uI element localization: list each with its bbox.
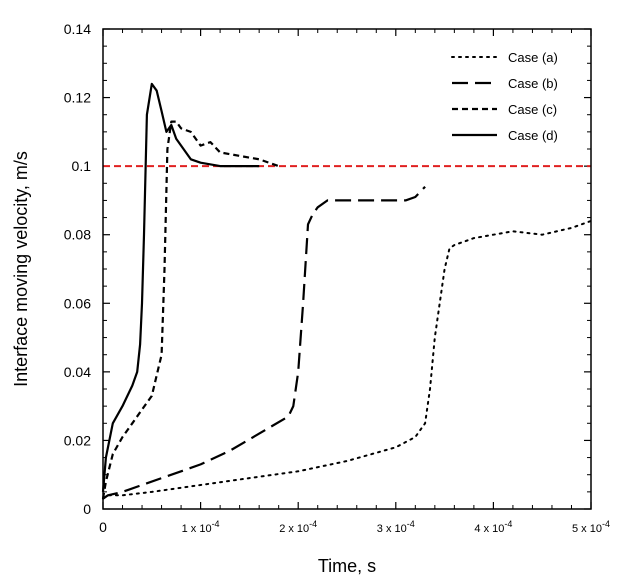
y-tick-label: 0.04 bbox=[64, 364, 91, 380]
x-tick-label: 1 x 10-4 bbox=[182, 519, 220, 535]
y-tick-label: 0.02 bbox=[64, 432, 91, 448]
series-layer bbox=[101, 82, 592, 500]
x-tick-label: 2 x 10-4 bbox=[279, 519, 317, 535]
legend-label-b: Case (b) bbox=[508, 76, 558, 91]
y-tick-label: 0.14 bbox=[64, 21, 91, 37]
series-line-c bbox=[101, 120, 280, 499]
x-tick-label: 3 x 10-4 bbox=[377, 519, 415, 535]
y-tick-labels: 0 0.02 0.04 0.06 0.08 0.1 0.12 0.14 bbox=[64, 21, 91, 517]
plot-frame bbox=[102, 28, 592, 510]
y-tick-label: 0.08 bbox=[64, 227, 91, 243]
series-line-b bbox=[102, 185, 426, 500]
y-axis-title: Interface moving velocity, m/s bbox=[11, 151, 31, 387]
x-tick-label: 4 x 10-4 bbox=[474, 519, 512, 535]
y-tick-label: 0.1 bbox=[72, 158, 92, 174]
legend-label-d: Case (d) bbox=[508, 128, 558, 143]
x-tick-label: 0 bbox=[99, 519, 107, 535]
legend: Case (a) Case (b) Case (c) Case (d) bbox=[451, 50, 558, 143]
x-tick-label: 5 x 10-4 bbox=[572, 519, 610, 535]
x-axis-title: Time, s bbox=[318, 556, 376, 576]
series-line-d bbox=[101, 82, 260, 492]
series-line-a bbox=[102, 220, 592, 500]
y-tick-label: 0 bbox=[83, 501, 91, 517]
y-tick-label: 0.06 bbox=[64, 295, 91, 311]
x-tick-labels: 0 1 x 10-4 2 x 10-4 3 x 10-4 4 x 10-4 5 x 10-… bbox=[99, 519, 610, 535]
legend-label-c: Case (c) bbox=[508, 102, 557, 117]
y-tick-label: 0.12 bbox=[64, 90, 91, 106]
axis-ticks bbox=[102, 28, 592, 510]
legend-label-a: Case (a) bbox=[508, 50, 558, 65]
